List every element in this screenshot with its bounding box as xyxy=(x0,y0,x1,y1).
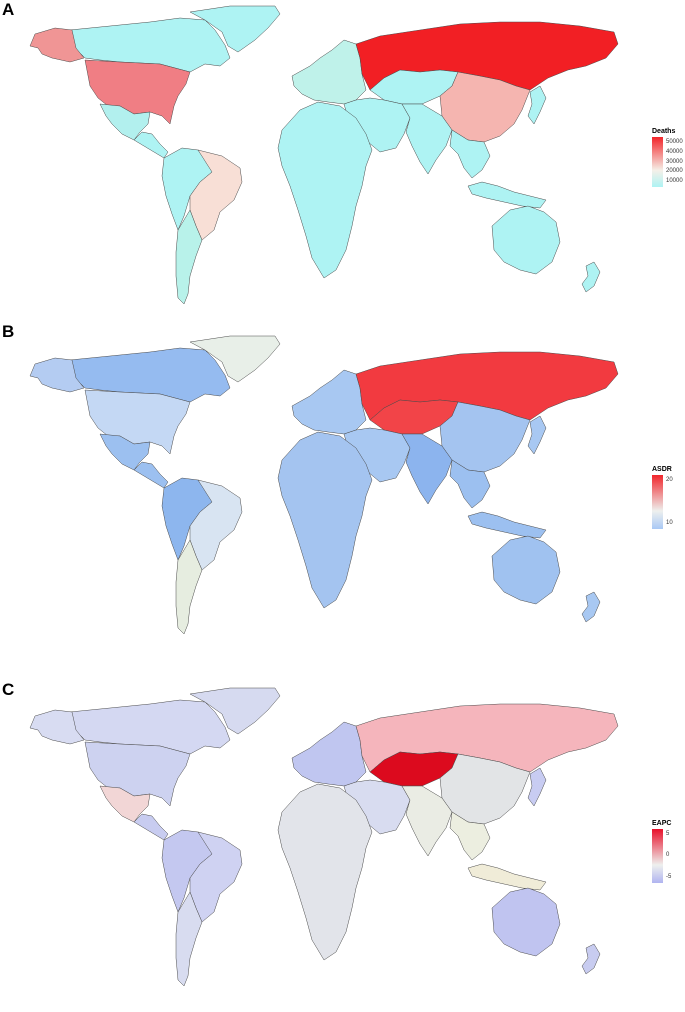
region-australia xyxy=(491,205,561,275)
world-map-deaths xyxy=(29,5,619,305)
region-central-america xyxy=(133,813,169,841)
region-brazil xyxy=(189,479,243,571)
region-indonesia xyxy=(467,181,547,209)
region-south-america-south xyxy=(175,539,203,635)
legend-colorbar xyxy=(652,829,663,883)
legend-asdr: ASDR 20 10 xyxy=(652,466,680,529)
region-europe xyxy=(291,369,367,435)
legend-colorbar xyxy=(652,137,663,187)
region-se-asia xyxy=(449,811,491,861)
legend-tick-label: -5 xyxy=(666,873,672,880)
region-alaska xyxy=(29,27,85,63)
region-mexico xyxy=(99,785,151,823)
region-se-asia xyxy=(449,459,491,509)
region-indonesia xyxy=(467,511,547,539)
region-usa xyxy=(84,389,191,455)
legend-deaths: Deaths 50000 40000 30000 20000 10000 xyxy=(652,128,684,187)
region-indonesia xyxy=(467,863,547,891)
legend-tick-label: 30000 xyxy=(666,158,683,165)
region-mexico xyxy=(99,103,151,141)
region-central-america xyxy=(133,131,169,159)
world-map-eapc xyxy=(29,687,619,987)
region-africa xyxy=(277,431,373,609)
legend-eapc: EAPC 5 0 -5 xyxy=(652,820,680,883)
region-greenland xyxy=(189,335,281,383)
region-japan xyxy=(527,415,547,455)
region-usa xyxy=(84,741,191,807)
legend-tick-label: 20 xyxy=(666,477,673,484)
legend-scale: 20 10 xyxy=(652,475,680,529)
legend-title: ASDR xyxy=(652,466,672,473)
region-europe xyxy=(291,721,367,787)
region-australia xyxy=(491,535,561,605)
map-countries xyxy=(29,687,619,987)
map-countries xyxy=(29,335,619,635)
legend-scale: 50000 40000 30000 20000 10000 xyxy=(652,137,684,187)
legend-tick-label: 0 xyxy=(666,852,670,859)
region-japan xyxy=(527,767,547,807)
region-africa xyxy=(277,783,373,961)
legend-title: EAPC xyxy=(652,820,672,827)
region-se-asia xyxy=(449,129,491,179)
region-greenland xyxy=(189,5,281,53)
region-australia xyxy=(491,887,561,957)
legend-tick-label: 10 xyxy=(666,519,673,526)
region-south-asia xyxy=(401,103,453,175)
legend-tick-label: 50000 xyxy=(666,139,683,145)
region-south-asia xyxy=(401,785,453,857)
region-africa xyxy=(277,101,373,279)
legend-tick-label: 20000 xyxy=(666,168,683,175)
panel-c: C EAPC 5 0 -5 xyxy=(0,674,685,1012)
region-canada xyxy=(69,17,231,73)
world-map-asdr xyxy=(29,335,619,635)
region-greenland xyxy=(189,687,281,735)
region-alaska xyxy=(29,357,85,393)
region-south-asia xyxy=(401,433,453,505)
legend-title: Deaths xyxy=(652,128,676,135)
legend-tick-label: 40000 xyxy=(666,148,683,155)
region-central-america xyxy=(133,461,169,489)
panel-label: C xyxy=(2,680,15,699)
region-south-america-south xyxy=(175,891,203,987)
region-new-zealand xyxy=(581,943,601,975)
legend-tick-label: 10000 xyxy=(666,178,683,184)
region-usa xyxy=(84,59,191,125)
panel-b: B ASDR 20 10 xyxy=(0,322,685,662)
region-canada xyxy=(69,347,231,403)
region-new-zealand xyxy=(581,261,601,293)
panel-label: A xyxy=(2,0,15,19)
region-brazil xyxy=(189,831,243,923)
map-countries xyxy=(29,5,619,305)
region-japan xyxy=(527,85,547,125)
region-canada xyxy=(69,699,231,755)
region-brazil xyxy=(189,149,243,241)
region-south-america-south xyxy=(175,209,203,305)
region-new-zealand xyxy=(581,591,601,623)
legend-colorbar xyxy=(652,475,663,529)
region-mexico xyxy=(99,433,151,471)
legend-scale: 5 0 -5 xyxy=(652,829,680,883)
region-alaska xyxy=(29,709,85,745)
panel-a: A Deaths 50000 40000 30000 20000 10000 xyxy=(0,0,685,330)
legend-tick-label: 5 xyxy=(666,831,670,838)
panel-label: B xyxy=(2,322,15,341)
region-europe xyxy=(291,39,367,105)
